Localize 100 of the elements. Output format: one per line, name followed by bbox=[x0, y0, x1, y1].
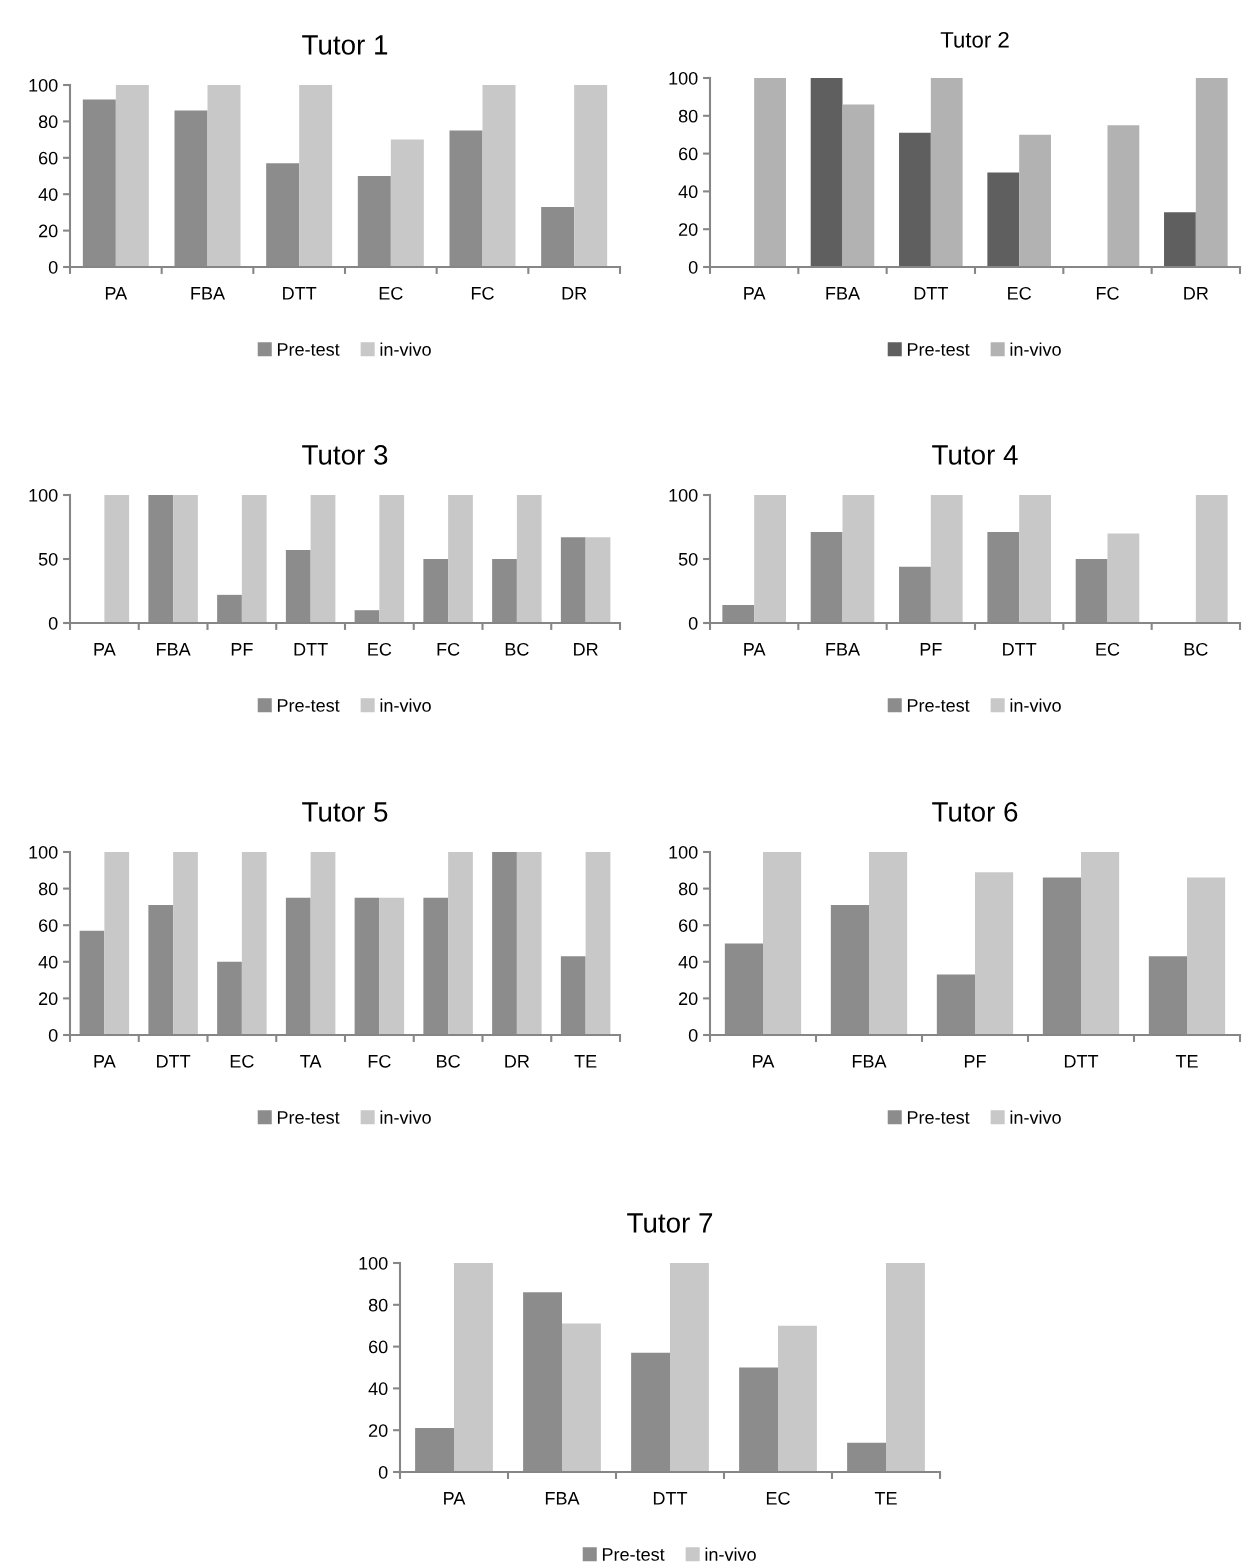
chart-title: Tutor 4 bbox=[932, 445, 1018, 465]
x-tick-label: DR bbox=[505, 1055, 530, 1068]
y-tick-label: 0 bbox=[688, 260, 698, 274]
bar bbox=[585, 537, 611, 623]
bar bbox=[310, 852, 336, 1035]
bar bbox=[842, 104, 875, 267]
x-tick-label: BC bbox=[1184, 642, 1208, 656]
x-tick-label: DTT bbox=[1064, 1055, 1099, 1068]
x-tick-label: PA bbox=[744, 643, 766, 656]
bar bbox=[390, 139, 424, 267]
x-tick-label: DR bbox=[562, 287, 587, 300]
chart-title: Tutor 2 bbox=[940, 31, 1009, 48]
legend-label: in-vivo bbox=[1010, 342, 1061, 356]
y-tick-label: 80 bbox=[38, 115, 58, 129]
chart-title: Tutor 7 bbox=[627, 1213, 713, 1233]
bar bbox=[241, 495, 267, 623]
bar bbox=[869, 852, 908, 1035]
x-tick-label: FBA bbox=[157, 643, 191, 656]
bar bbox=[379, 897, 405, 1035]
legend-label: Pre-test bbox=[907, 343, 970, 356]
bar bbox=[299, 85, 333, 267]
legend-label: Pre-test bbox=[907, 1111, 970, 1124]
x-tick-label: DTT bbox=[157, 1055, 191, 1068]
y-tick-label: 80 bbox=[678, 882, 698, 896]
y-tick-label: 0 bbox=[48, 616, 58, 630]
y-tick-label: 100 bbox=[669, 71, 698, 85]
legend-label: Pre-test bbox=[277, 1111, 340, 1124]
bar bbox=[975, 872, 1014, 1035]
x-tick-label: PF bbox=[231, 643, 253, 656]
y-tick-label: 0 bbox=[48, 260, 58, 274]
x-tick-label: TE bbox=[574, 1055, 597, 1068]
x-tick-label: PA bbox=[744, 287, 766, 300]
bar bbox=[173, 852, 198, 1035]
bar bbox=[454, 1263, 493, 1472]
bar bbox=[104, 495, 130, 623]
x-tick-label: FC bbox=[1096, 286, 1119, 300]
bar bbox=[482, 85, 516, 267]
bar bbox=[1195, 495, 1228, 623]
legend-label: in-vivo bbox=[380, 342, 431, 356]
bar bbox=[241, 852, 267, 1035]
bar bbox=[1107, 533, 1140, 623]
y-tick-label: 60 bbox=[39, 919, 58, 932]
bar bbox=[1019, 134, 1051, 267]
x-tick-label: DTT bbox=[283, 287, 317, 300]
bar bbox=[207, 85, 241, 267]
y-tick-label: 60 bbox=[39, 151, 58, 165]
bar bbox=[173, 495, 198, 623]
x-tick-label: DTT bbox=[1003, 643, 1037, 656]
x-tick-label: FC bbox=[368, 1054, 391, 1068]
x-tick-label: PA bbox=[105, 287, 128, 300]
y-tick-label: 60 bbox=[369, 1340, 388, 1354]
bar bbox=[1164, 212, 1196, 267]
y-tick-label: 20 bbox=[679, 992, 698, 1006]
bar bbox=[754, 495, 786, 623]
y-tick-label: 100 bbox=[29, 488, 58, 502]
y-tick-label: 0 bbox=[688, 1028, 698, 1042]
bar bbox=[1019, 495, 1051, 623]
bar bbox=[562, 1323, 601, 1472]
x-tick-label: FBA bbox=[852, 1055, 887, 1068]
legend-label: Pre-test bbox=[277, 699, 340, 712]
x-tick-label: EC bbox=[230, 1054, 254, 1068]
x-tick-label: DR bbox=[1184, 287, 1209, 300]
bar bbox=[1107, 125, 1140, 267]
y-tick-label: 40 bbox=[678, 185, 698, 199]
y-tick-label: 20 bbox=[39, 992, 58, 1006]
y-tick-label: 100 bbox=[359, 1256, 388, 1270]
y-tick-label: 100 bbox=[29, 845, 58, 859]
y-tick-label: 80 bbox=[368, 1298, 388, 1312]
y-tick-label: 20 bbox=[679, 223, 698, 236]
x-tick-label: PF bbox=[964, 1055, 986, 1068]
x-tick-label: PF bbox=[920, 643, 942, 656]
y-tick-label: 40 bbox=[368, 1382, 388, 1396]
bar bbox=[763, 852, 802, 1035]
x-tick-label: EC bbox=[1096, 642, 1120, 656]
legend-label: in-vivo bbox=[1010, 1110, 1061, 1124]
bar bbox=[585, 852, 611, 1035]
y-tick-label: 100 bbox=[669, 845, 698, 859]
bar bbox=[574, 85, 608, 267]
x-tick-label: TE bbox=[874, 1492, 897, 1505]
x-tick-label: DR bbox=[574, 643, 598, 656]
y-tick-label: 60 bbox=[679, 919, 698, 932]
y-tick-label: 40 bbox=[678, 955, 698, 969]
x-tick-label: FC bbox=[471, 286, 494, 300]
y-tick-label: 0 bbox=[378, 1465, 388, 1479]
bar bbox=[899, 132, 931, 267]
y-tick-label: 20 bbox=[39, 224, 58, 238]
x-tick-label: FBA bbox=[826, 643, 861, 656]
x-tick-label: BC bbox=[505, 642, 529, 656]
legend-label: in-vivo bbox=[380, 698, 431, 712]
bar bbox=[1195, 78, 1228, 267]
bar bbox=[754, 78, 786, 267]
chart-title: Tutor 3 bbox=[302, 445, 388, 465]
bar bbox=[987, 172, 1020, 267]
bar bbox=[448, 852, 473, 1035]
y-tick-label: 20 bbox=[369, 1424, 388, 1437]
x-tick-label: EC bbox=[368, 642, 392, 656]
x-tick-label: DTT bbox=[294, 643, 328, 656]
legend-label: in-vivo bbox=[705, 1547, 756, 1561]
x-tick-label: TA bbox=[300, 1055, 322, 1068]
chart-title: Tutor 5 bbox=[302, 802, 388, 822]
